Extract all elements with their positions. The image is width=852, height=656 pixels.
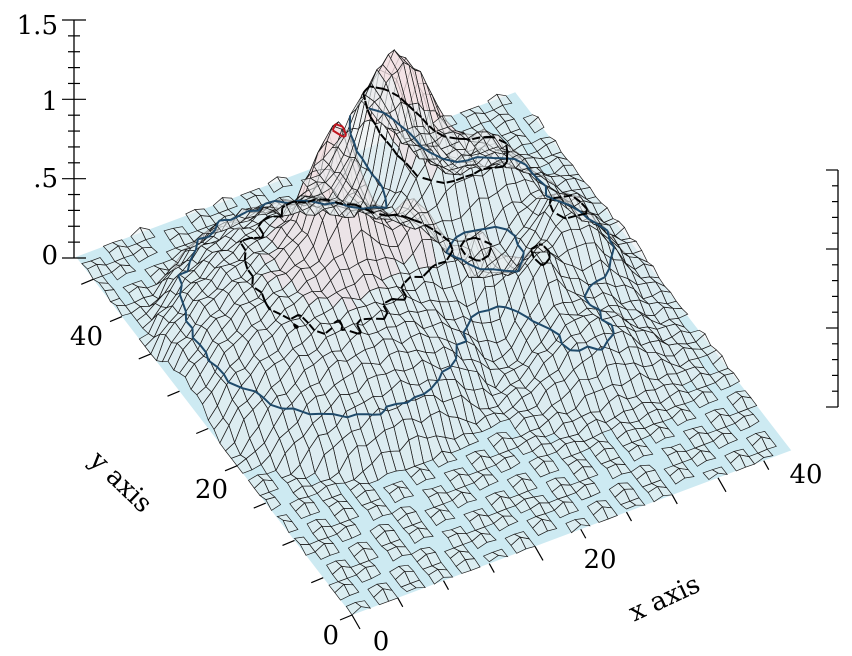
surface-cell	[382, 483, 400, 495]
y-tick	[196, 427, 209, 435]
y-tick-label-0: 0	[322, 621, 339, 651]
y-tick	[81, 278, 94, 285]
y-tick	[167, 390, 180, 397]
y-tick	[253, 502, 266, 509]
surface-cell	[724, 451, 741, 464]
surface-cell	[745, 433, 762, 447]
surface-cell	[485, 492, 502, 506]
surface-cell	[702, 469, 719, 480]
axes	[62, 19, 839, 630]
y-axis-title: y axis	[83, 445, 158, 519]
surface-cell	[459, 109, 476, 118]
x-tick	[671, 494, 678, 505]
surface-cell	[410, 548, 427, 563]
surface-cell	[367, 583, 384, 598]
z-tick-label-0: 0	[41, 241, 58, 271]
surface-cell	[441, 529, 458, 539]
surface-cell	[463, 510, 480, 522]
surface-cell	[504, 533, 521, 546]
surface-cell	[102, 242, 120, 254]
surface-cell	[482, 551, 500, 563]
surface-cell	[465, 451, 482, 465]
surface-cell	[421, 488, 439, 498]
surface-cell	[163, 227, 180, 241]
surface-cell	[247, 474, 264, 489]
x-tick-label-1: 20	[583, 545, 616, 575]
z-tick-label-3: 1.5	[17, 11, 58, 41]
surface-cell	[326, 560, 343, 575]
y-tick	[109, 316, 123, 323]
x-tick	[488, 563, 495, 573]
y-tick-label-2: 40	[70, 322, 103, 352]
y-tick-label-1: 20	[195, 475, 228, 505]
contour-line-1	[239, 85, 588, 335]
surface-cell	[300, 177, 317, 188]
surface-cell	[586, 500, 604, 516]
surface-cell	[130, 226, 147, 245]
y-tick	[224, 465, 238, 472]
x-axis-title: x axis	[624, 569, 704, 628]
y-tick	[282, 539, 295, 546]
surface-cell	[306, 519, 323, 535]
surface-cell	[267, 176, 284, 193]
surface-cell	[704, 409, 721, 424]
x-tick	[625, 511, 633, 522]
surface-cell	[185, 209, 202, 224]
surface-cell	[369, 524, 386, 540]
surface-cell	[443, 469, 460, 482]
z-tick-label-1: .5	[33, 164, 58, 194]
surface-cell	[345, 601, 362, 616]
surface-mesh	[81, 48, 777, 616]
surface-cell	[682, 428, 699, 440]
x-tick	[534, 546, 544, 561]
surface-cell	[389, 565, 406, 581]
surface-cell	[432, 115, 449, 131]
surface-cell	[293, 536, 311, 545]
x-tick	[717, 477, 727, 493]
surface-cell	[269, 197, 286, 212]
surface-cell	[661, 446, 678, 457]
contour-line-2	[331, 123, 348, 138]
x-tick-label-0: 0	[373, 627, 390, 656]
x-tick	[580, 528, 587, 539]
surface-cell	[391, 506, 408, 522]
x-tick	[763, 460, 770, 470]
surface-cell	[144, 265, 161, 278]
surface-cell	[347, 542, 364, 558]
x-tick	[397, 597, 404, 608]
surface-cell	[487, 432, 504, 448]
surface-cell	[487, 93, 504, 111]
surface-cell	[81, 260, 98, 270]
x-tick-label-2: 40	[789, 460, 822, 490]
x-tick	[351, 614, 361, 630]
surface-cell	[239, 191, 257, 201]
surface-cell	[630, 465, 647, 480]
surface-cell	[212, 197, 229, 214]
y-tick	[339, 614, 353, 621]
surface-cell	[545, 477, 562, 493]
surface-cell	[313, 158, 330, 176]
surface-cell	[506, 474, 523, 488]
contour-lines	[177, 85, 615, 419]
surface-cell	[276, 514, 293, 523]
surface-cell	[522, 114, 539, 126]
y-tick	[138, 353, 151, 360]
surface-cell	[122, 283, 139, 294]
y-tick	[311, 577, 324, 584]
surface-cell	[530, 138, 547, 152]
surface-cell	[726, 391, 743, 406]
surface-cell	[608, 482, 625, 498]
x-tick	[442, 580, 450, 590]
surface-cell	[565, 519, 582, 534]
z-tick-label-2: 1	[41, 87, 58, 117]
